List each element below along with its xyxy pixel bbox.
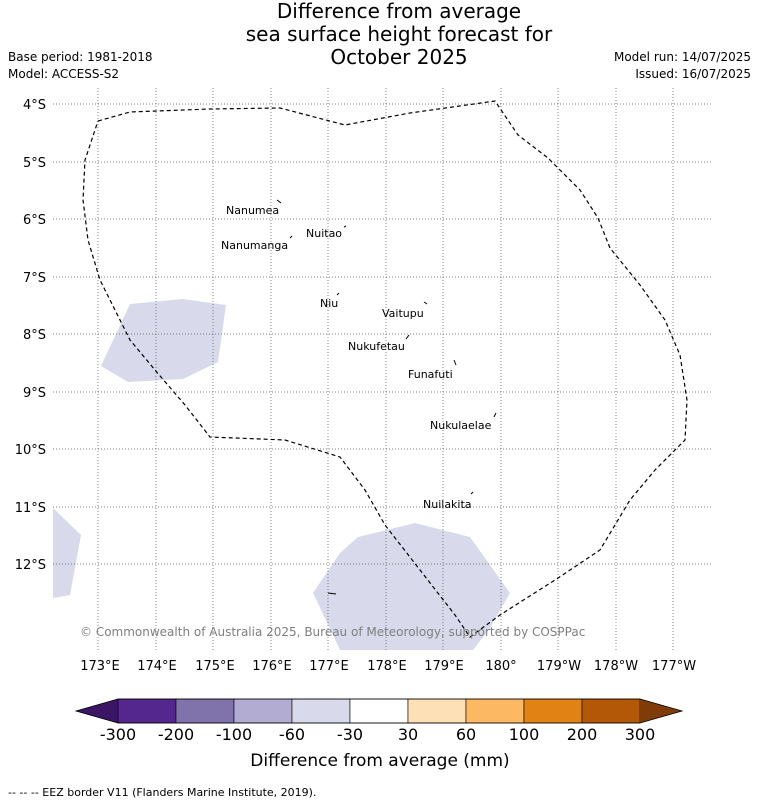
lat-label: 6°S xyxy=(23,213,46,228)
island-label-niu: Niu xyxy=(320,297,338,310)
island-mark-niu xyxy=(336,292,340,296)
lon-label: 178°W xyxy=(594,659,638,674)
anomaly-patch-west xyxy=(101,299,226,382)
island-label-nuilakita: Nuilakita xyxy=(423,498,472,511)
colorbar-segment xyxy=(523,698,583,724)
anomaly-patch-edge xyxy=(53,508,81,598)
colorbar-tick-label: -30 xyxy=(336,725,364,744)
island-label-nanumanga: Nanumanga xyxy=(221,239,288,252)
colorbar-tick-label: -60 xyxy=(278,725,306,744)
colorbar-tick-label: 200 xyxy=(566,725,598,744)
chart-title: Difference from average sea surface heig… xyxy=(0,0,758,69)
island-mark-nukulaelae xyxy=(493,412,497,418)
island-mark-south xyxy=(327,592,337,595)
colorbar-segment xyxy=(349,698,409,724)
island-marks xyxy=(276,199,497,595)
lat-label: 10°S xyxy=(15,443,46,458)
graticule xyxy=(53,88,713,650)
colorbar-segment xyxy=(407,698,467,724)
colorbar-extend-low xyxy=(76,699,118,723)
island-mark-funafuti xyxy=(453,359,457,366)
lat-label: 12°S xyxy=(15,558,46,573)
eez-border xyxy=(82,100,688,638)
eez-footnote: -- -- -- EEZ border V11 (Flanders Marine… xyxy=(8,786,317,799)
lon-label: 179°W xyxy=(537,659,581,674)
model-run: Model run: 14/07/2025 xyxy=(613,50,751,64)
colorbar-tick-label: 30 xyxy=(397,725,419,744)
island-label-funafuti: Funafuti xyxy=(408,368,453,381)
colorbar-tick-label: -200 xyxy=(157,725,195,744)
island-label-vaitupu: Vaitupu xyxy=(382,307,424,320)
lon-label: 179°E xyxy=(424,659,464,674)
colorbar-segment xyxy=(175,698,235,724)
island-mark-nuilakita xyxy=(470,491,474,495)
lon-label: 176°E xyxy=(252,659,292,674)
meta-right: Model run: 14/07/2025 Issued: 16/07/2025 xyxy=(614,49,751,83)
lat-label: 5°S xyxy=(23,156,46,171)
colorbar-extend-high xyxy=(640,699,682,723)
island-mark-nukufetau xyxy=(405,334,410,340)
anomaly-patch-south xyxy=(313,523,510,650)
lat-label: 7°S xyxy=(23,271,46,286)
lat-label: 4°S xyxy=(23,98,46,113)
island-label-nuitao: Nuitao xyxy=(306,227,342,240)
lat-label: 8°S xyxy=(23,328,46,343)
lon-label: 178°E xyxy=(367,659,407,674)
lon-label: 173°E xyxy=(80,659,120,674)
colorbar-segment xyxy=(581,698,641,724)
lat-label: 11°S xyxy=(15,501,46,516)
lon-label: 174°E xyxy=(137,659,177,674)
island-label-nanumea: Nanumea xyxy=(226,204,279,217)
colorbar-segment xyxy=(117,698,177,724)
model-name: Model: ACCESS-S2 xyxy=(8,67,120,81)
lat-label: 9°S xyxy=(23,386,46,401)
colorbar-title: Difference from average (mm) xyxy=(250,751,510,771)
title-line-1: Difference from average xyxy=(276,0,522,23)
lon-label: 175°E xyxy=(195,659,235,674)
colorbar-segment xyxy=(233,698,293,724)
island-mark-nanumea xyxy=(276,199,282,204)
colorbar-tick-label: -300 xyxy=(99,725,137,744)
issued-date: Issued: 16/07/2025 xyxy=(635,67,751,81)
colorbar-tick-label: 100 xyxy=(508,725,540,744)
lon-label: 180° xyxy=(485,659,516,674)
colorbar-outline xyxy=(74,698,684,724)
island-label-nukulaelae: Nukulaelae xyxy=(430,419,492,432)
island-mark-nanumanga xyxy=(289,235,293,239)
colorbar-tick-label: 60 xyxy=(455,725,477,744)
island-mark-nuitao xyxy=(343,225,347,228)
lon-label: 177°E xyxy=(309,659,349,674)
colorbar-segment xyxy=(465,698,525,724)
island-label-nukufetau: Nukufetau xyxy=(348,340,405,353)
colorbar-tick-label: 300 xyxy=(624,725,656,744)
island-mark-vaitupu xyxy=(423,301,428,305)
colorbar-segment xyxy=(291,698,351,724)
colorbar-tick-label: -100 xyxy=(215,725,253,744)
base-period: Base period: 1981-2018 xyxy=(8,50,153,64)
map-panel: Nanumea Nuitao Nanumanga Niu Vaitupu Nuk… xyxy=(53,88,713,650)
title-line-2: sea surface height forecast for xyxy=(245,22,553,46)
title-line-3: October 2025 xyxy=(330,45,468,69)
lon-label: 177°W xyxy=(652,659,696,674)
colorbar xyxy=(74,698,684,724)
copyright-text: © Commonwealth of Australia 2025, Bureau… xyxy=(80,625,585,639)
meta-left: Base period: 1981-2018 Model: ACCESS-S2 xyxy=(8,49,153,83)
